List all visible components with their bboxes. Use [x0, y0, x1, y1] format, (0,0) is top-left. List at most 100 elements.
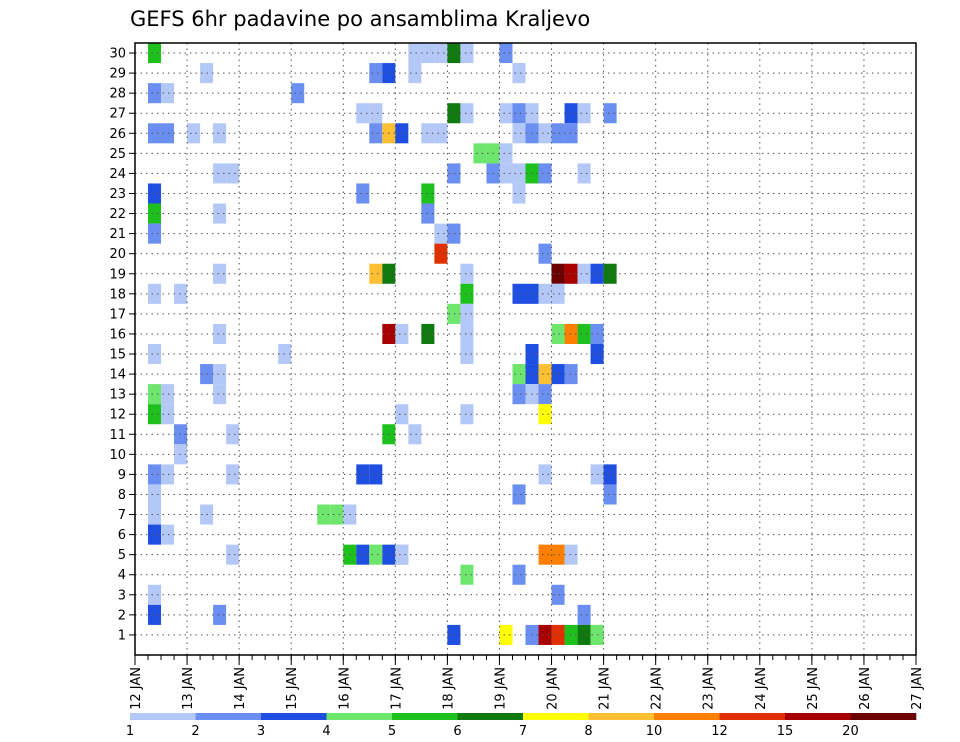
heatmap-cell	[226, 544, 240, 565]
x-tick-label: 26 JAN	[858, 667, 873, 710]
heatmap-cell	[603, 464, 617, 485]
legend-swatch	[654, 713, 720, 720]
heatmap-cell	[538, 404, 552, 425]
heatmap-cell	[538, 384, 552, 405]
heatmap-cell	[213, 163, 227, 184]
heatmap-cell	[577, 103, 591, 124]
heatmap-cell	[356, 464, 370, 485]
heatmap-cell	[434, 243, 448, 264]
y-tick-label: 9	[118, 468, 126, 483]
heatmap-cell	[538, 163, 552, 184]
x-tick-label: 22 JAN	[650, 667, 665, 710]
y-tick-label: 22	[109, 207, 126, 222]
y-tick-label: 25	[109, 147, 126, 162]
heatmap-cell	[291, 83, 305, 104]
y-tick-label: 14	[109, 368, 126, 383]
heatmap-cell	[395, 544, 409, 565]
legend-label: 2	[191, 724, 199, 739]
x-tick-label: 14 JAN	[233, 667, 248, 710]
heatmap-cell	[551, 544, 565, 565]
x-tick-label: 15 JAN	[285, 667, 300, 710]
heatmap-cell	[551, 364, 565, 385]
y-tick-label: 3	[118, 588, 126, 603]
heatmap-cell	[369, 63, 383, 84]
heatmap-cell	[408, 43, 422, 64]
heatmap-cell	[577, 604, 591, 625]
heatmap-cell	[213, 203, 227, 224]
heatmap-cell	[148, 223, 162, 244]
heatmap-cell	[447, 223, 461, 244]
color-legend: 1 2 3 4 5 6 7 8 10 12 15 20	[126, 713, 917, 739]
heatmap-cell	[213, 263, 227, 284]
legend-swatch	[719, 713, 786, 720]
heatmap-cell	[538, 544, 552, 565]
heatmap-cell	[460, 404, 474, 425]
heatmap-cell	[551, 584, 565, 605]
heatmap-cell	[512, 123, 526, 144]
heatmap-cell	[499, 163, 513, 184]
x-tick-label: 18 JAN	[441, 667, 456, 710]
heatmap-cell	[395, 323, 409, 344]
y-tick-label: 16	[109, 327, 126, 342]
heatmap-cell	[213, 604, 227, 625]
heatmap-cell	[369, 464, 383, 485]
heatmap-cell	[564, 323, 578, 344]
heatmap-cell	[460, 303, 474, 324]
heatmap-cell	[512, 283, 526, 304]
heatmap-cell	[408, 63, 422, 84]
heatmap-cell	[148, 183, 162, 204]
x-tick-label: 24 JAN	[754, 667, 769, 710]
heatmap-cell	[161, 524, 175, 545]
legend-label: 10	[646, 724, 663, 739]
heatmap-cell	[551, 263, 565, 284]
legend-label: 5	[388, 724, 396, 739]
heatmap-cell	[512, 103, 526, 124]
heatmap-cell	[148, 343, 162, 365]
legend-swatch	[523, 713, 589, 720]
heatmap-cell	[473, 143, 487, 164]
heatmap-cell	[161, 83, 175, 104]
heatmap-cell	[447, 624, 461, 645]
x-tick-label: 12 JAN	[129, 667, 144, 710]
heatmap-cell	[161, 404, 175, 425]
x-tick-label: 17 JAN	[389, 667, 404, 710]
legend-swatch	[785, 713, 851, 720]
heatmap-cell	[499, 624, 513, 645]
heatmap-cell	[512, 384, 526, 405]
heatmap-cell	[538, 283, 552, 304]
y-tick-label: 19	[109, 267, 126, 282]
y-tick-label: 6	[118, 528, 126, 543]
y-tick-label: 23	[109, 187, 126, 202]
heatmap-cell	[447, 103, 461, 124]
x-axis: 12 JAN 13 JAN 14 JAN 15 JAN 16 JAN 17 JAN 18 J…	[129, 655, 925, 710]
heatmap-cell	[226, 163, 240, 184]
heatmap-cell	[564, 624, 578, 645]
heatmap-cell	[538, 364, 552, 385]
heatmap-cell	[577, 323, 591, 344]
heatmap-cell	[161, 384, 175, 405]
y-tick-label: 17	[109, 307, 126, 322]
x-tick-label: 19 JAN	[493, 667, 508, 710]
heatmap-cell	[369, 103, 383, 124]
heatmap-cell	[369, 123, 383, 144]
heatmap-cell	[174, 283, 188, 304]
heatmap-cell	[330, 504, 344, 525]
heatmap-cell	[148, 404, 162, 425]
heatmap-cell	[551, 123, 565, 144]
heatmap-cell	[460, 343, 474, 365]
heatmap-cell	[213, 364, 227, 385]
heatmap-cell	[213, 384, 227, 405]
y-tick-label: 8	[118, 488, 126, 503]
heatmap-cell	[148, 484, 162, 505]
heatmap-cell	[551, 323, 565, 344]
heatmap-cell	[512, 364, 526, 385]
y-tick-label: 26	[109, 127, 126, 142]
legend-label: 3	[257, 724, 265, 739]
heatmap-cell	[369, 263, 383, 284]
heatmap-cell	[174, 424, 188, 445]
heatmap-cell	[187, 123, 201, 144]
heatmap-cell	[460, 43, 474, 64]
chart-title: GEFS 6hr padavine po ansamblima Kraljevo	[130, 7, 590, 31]
heatmap-cell	[148, 584, 162, 605]
heatmap-cell	[395, 404, 409, 425]
